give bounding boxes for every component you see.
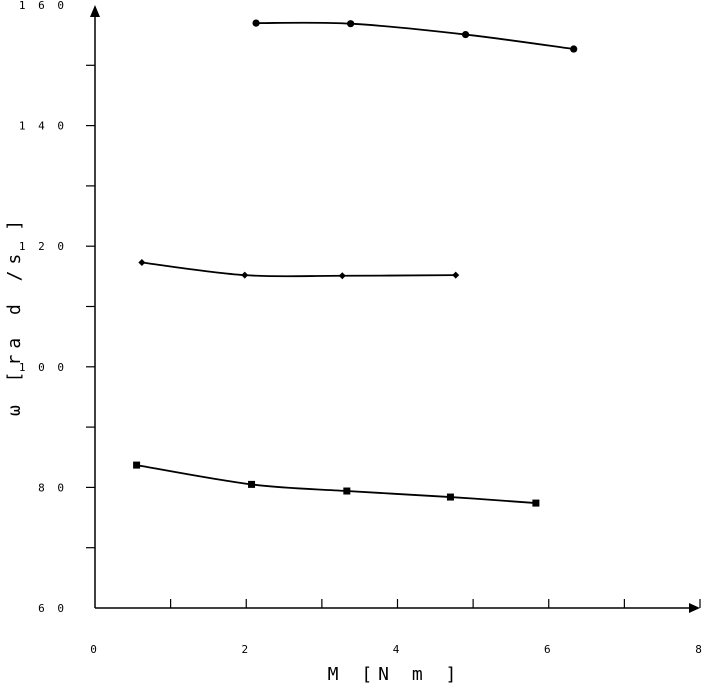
data-point xyxy=(446,493,454,501)
data-point xyxy=(570,45,578,53)
data-point xyxy=(347,20,355,28)
x-tick-label: 4 xyxy=(393,643,403,656)
series-2 xyxy=(138,258,460,280)
data-point xyxy=(248,480,256,488)
y-tick-label: 1 4 0 xyxy=(19,120,67,133)
series-line xyxy=(256,21,574,50)
x-tick-label: 2 xyxy=(241,643,251,656)
x-tick-label: 0 xyxy=(90,643,100,656)
data-point xyxy=(461,30,470,39)
y-axis-label: ω [ra d /s ] xyxy=(4,214,25,416)
ticks: 0 2 4 6 8 6 0 8 0 1 0 0 1 2 0 1 4 0 1 6 0 xyxy=(19,0,705,656)
data-point xyxy=(343,487,351,495)
x-axis-label: M [N m ] xyxy=(328,664,463,685)
axes xyxy=(90,5,700,613)
y-tick-label: 1 0 0 xyxy=(19,361,67,374)
series-line xyxy=(136,464,536,504)
data-point xyxy=(133,461,141,469)
series-3 xyxy=(133,461,540,507)
x-tick-label: 8 xyxy=(695,643,705,656)
series-1 xyxy=(252,19,578,53)
x-tick-label: 6 xyxy=(544,643,554,656)
y-tick-label: 8 0 xyxy=(38,481,67,494)
y-axis-arrow xyxy=(90,5,100,17)
data-point xyxy=(532,499,540,507)
data-point xyxy=(252,19,260,27)
y-tick-label: 6 0 xyxy=(38,602,67,615)
y-tick-label: 1 6 0 xyxy=(19,0,67,12)
x-axis-arrow xyxy=(689,603,700,613)
data-point xyxy=(452,271,460,279)
series xyxy=(133,19,578,507)
series-line xyxy=(141,261,456,278)
y-tick-label: 1 2 0 xyxy=(19,240,67,253)
data-point xyxy=(138,258,146,266)
data-point xyxy=(241,271,249,279)
data-point xyxy=(338,272,346,280)
